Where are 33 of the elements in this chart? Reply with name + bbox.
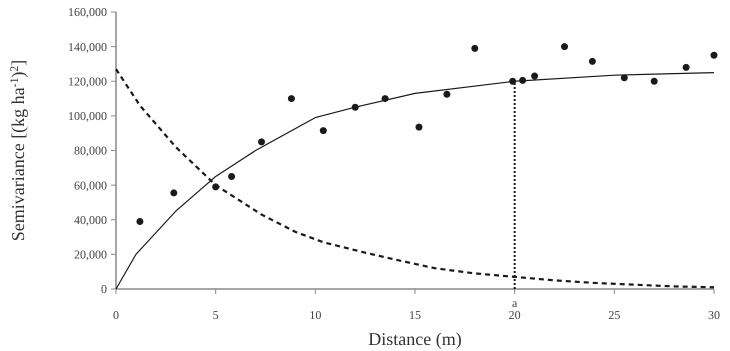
y-tick-label: 80,000 (74, 144, 107, 158)
point (258, 138, 266, 146)
x-tick-label: 30 (708, 308, 720, 322)
point (415, 124, 422, 131)
y-tick-label: 20,000 (74, 248, 107, 262)
y-tick-label: 40,000 (74, 212, 107, 227)
point (682, 64, 690, 71)
x-tick-label: 5 (212, 308, 219, 322)
x-tick-label: 0 (113, 308, 119, 322)
y-tick-label: 160,000 (68, 5, 107, 20)
y-tick-label: 0 (101, 282, 107, 296)
point (710, 52, 718, 59)
y-tick-label: 140,000 (68, 40, 107, 54)
x-tick-label: 20 (508, 308, 521, 322)
point (471, 44, 478, 52)
x-axis-title: Distance (m) (368, 329, 462, 349)
point (531, 72, 538, 80)
point (650, 78, 658, 85)
ref-line-label: a (512, 296, 518, 310)
y-tick-label: 120,000 (68, 74, 107, 88)
point (136, 218, 144, 225)
point (320, 127, 327, 134)
x-tick-label: 10 (309, 308, 322, 322)
point (561, 43, 568, 50)
x-tick-label: 15 (409, 308, 421, 322)
point (443, 90, 450, 98)
y-tick-label: 60,000 (74, 178, 107, 192)
y-tick-label: 100,000 (68, 109, 107, 124)
point (588, 58, 596, 65)
point (288, 95, 295, 102)
point (228, 172, 236, 180)
point (170, 189, 178, 196)
x-tick-label: 25 (608, 308, 620, 322)
